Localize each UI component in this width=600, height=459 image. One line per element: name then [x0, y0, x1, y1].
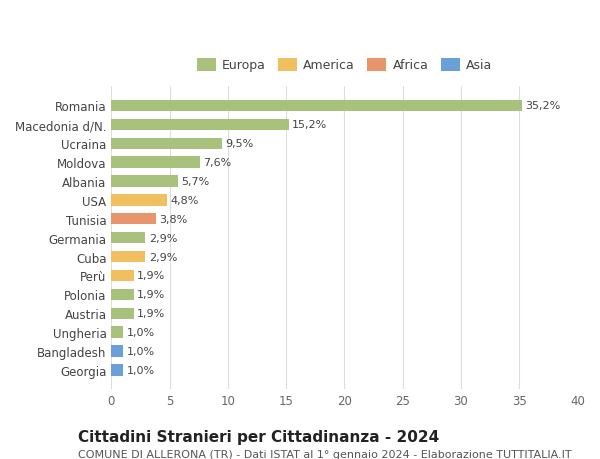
Text: 1,0%: 1,0% — [127, 365, 155, 375]
Text: 15,2%: 15,2% — [292, 120, 327, 130]
Bar — [112, 233, 145, 244]
Text: 1,9%: 1,9% — [137, 290, 165, 300]
Bar — [112, 195, 167, 206]
Bar — [112, 157, 200, 168]
Text: 2,9%: 2,9% — [149, 233, 177, 243]
Text: 9,5%: 9,5% — [226, 139, 254, 149]
Text: 2,9%: 2,9% — [149, 252, 177, 262]
Text: 1,0%: 1,0% — [127, 346, 155, 356]
Text: 5,7%: 5,7% — [181, 177, 209, 187]
Bar — [112, 364, 123, 376]
Text: COMUNE DI ALLERONA (TR) - Dati ISTAT al 1° gennaio 2024 - Elaborazione TUTTITALI: COMUNE DI ALLERONA (TR) - Dati ISTAT al … — [78, 449, 572, 459]
Text: 1,9%: 1,9% — [137, 271, 165, 281]
Bar — [112, 252, 145, 263]
Bar — [112, 119, 289, 131]
Bar — [112, 346, 123, 357]
Legend: Europa, America, Africa, Asia: Europa, America, Africa, Asia — [192, 54, 497, 77]
Text: 3,8%: 3,8% — [159, 214, 187, 224]
Bar — [112, 308, 134, 319]
Text: 1,9%: 1,9% — [137, 308, 165, 319]
Text: 4,8%: 4,8% — [171, 196, 199, 206]
Bar — [112, 289, 134, 300]
Text: 1,0%: 1,0% — [127, 327, 155, 337]
Bar — [112, 138, 222, 150]
Bar — [112, 101, 521, 112]
Text: 35,2%: 35,2% — [525, 101, 560, 111]
Bar — [112, 176, 178, 187]
Bar — [112, 270, 134, 281]
Text: 7,6%: 7,6% — [203, 158, 232, 168]
Bar — [112, 213, 155, 225]
Bar — [112, 327, 123, 338]
Text: Cittadini Stranieri per Cittadinanza - 2024: Cittadini Stranieri per Cittadinanza - 2… — [78, 429, 439, 444]
